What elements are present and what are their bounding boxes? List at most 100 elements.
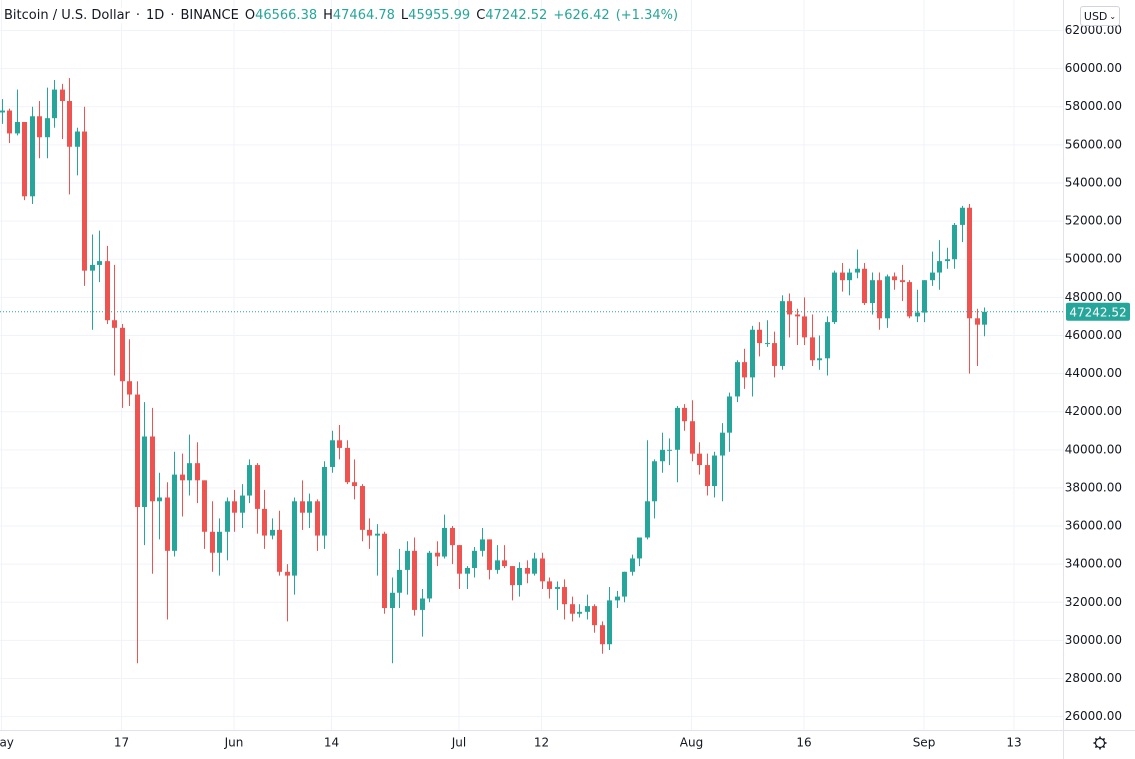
candle-body — [187, 463, 192, 481]
candle-body — [780, 301, 785, 366]
candle-body — [127, 381, 132, 395]
candle-body — [645, 501, 650, 538]
candle-body — [667, 449, 672, 451]
candle-body — [630, 558, 635, 572]
gear-tooth — [1094, 737, 1098, 741]
candle-body — [105, 261, 110, 321]
candle-body — [7, 110, 12, 134]
close-value: 47242.52 — [485, 8, 548, 23]
candle-body — [292, 501, 297, 576]
candle-body — [232, 501, 237, 513]
candle-body — [210, 531, 215, 553]
candle-body — [397, 569, 402, 593]
candle-body — [735, 362, 740, 397]
candle-body — [120, 327, 125, 382]
candle-body — [255, 465, 260, 509]
currency-button[interactable]: USD ⌄ — [1080, 6, 1120, 26]
candle-body — [765, 343, 770, 345]
candle-body — [562, 587, 567, 605]
x-tick-label: Jul — [451, 736, 466, 750]
y-tick-label: 52000.00 — [1065, 214, 1122, 228]
candle-body — [840, 272, 845, 281]
candle-body — [427, 552, 432, 599]
y-tick-label: 42000.00 — [1065, 404, 1122, 418]
candle-body — [352, 482, 357, 487]
candle-body — [510, 566, 515, 586]
candle-body — [832, 272, 837, 323]
candle-body — [457, 545, 462, 574]
candle-body — [862, 268, 867, 304]
price-axis — [1063, 0, 1135, 759]
candle-body — [375, 533, 380, 536]
candle-body — [315, 501, 320, 536]
candle-body — [720, 432, 725, 456]
candle-body — [157, 497, 162, 502]
candle-body — [90, 264, 95, 271]
change-percent: (+1.34%) — [615, 8, 679, 23]
y-tick-label: 60000.00 — [1065, 61, 1122, 75]
candle-body — [525, 567, 530, 574]
candle-body — [30, 116, 35, 197]
y-tick-label: 58000.00 — [1065, 99, 1122, 113]
candle-body — [345, 447, 350, 483]
currency: USD — [1083, 9, 1108, 23]
y-tick-label: 36000.00 — [1065, 519, 1122, 533]
candle-body — [277, 529, 282, 572]
candle-body — [555, 587, 560, 589]
candle-body — [772, 343, 777, 366]
y-tick-label: 54000.00 — [1065, 175, 1122, 189]
candle-body — [570, 604, 575, 614]
candle-body — [390, 592, 395, 609]
y-tick-label: 28000.00 — [1065, 671, 1122, 685]
open-label: O — [244, 8, 256, 23]
time-axis — [0, 730, 1135, 759]
candle-body — [285, 571, 290, 576]
low-value: 45955.99 — [408, 8, 471, 23]
candle-body — [435, 552, 440, 557]
y-tick-label: 62000.00 — [1065, 23, 1122, 37]
candle-body — [172, 474, 177, 551]
candle-body — [532, 558, 537, 574]
candle-body — [622, 571, 627, 597]
y-tick-label: 30000.00 — [1065, 633, 1122, 647]
candle-body — [802, 316, 807, 338]
candle-body — [225, 501, 230, 532]
candle-body — [577, 611, 582, 614]
candle-body — [135, 394, 140, 507]
candle-body — [600, 625, 605, 645]
candle-body — [742, 362, 747, 378]
x-tick-label: Sep — [913, 736, 936, 750]
candle-body — [892, 276, 897, 281]
candle-body — [465, 567, 470, 574]
settings-button[interactable] — [1093, 736, 1107, 750]
candle-body — [817, 358, 822, 361]
candle-body — [270, 529, 275, 536]
candle-body — [855, 268, 860, 273]
x-tick-label: Aug — [680, 736, 703, 750]
candle-body — [420, 598, 425, 610]
y-tick-label: 32000.00 — [1065, 595, 1122, 609]
candle-body — [967, 207, 972, 319]
y-tick-label: 34000.00 — [1065, 557, 1122, 571]
candle-body — [165, 497, 170, 551]
candle-body — [517, 567, 522, 586]
candle-body — [795, 314, 800, 317]
x-tick-label: May — [0, 736, 14, 750]
candle-body — [810, 337, 815, 361]
candle-body — [22, 121, 27, 197]
candle-body — [727, 396, 732, 433]
candle-body — [15, 121, 20, 134]
candle-body — [367, 529, 372, 536]
candle-body — [300, 501, 305, 513]
x-tick-label: 16 — [796, 736, 811, 750]
candle-body — [877, 280, 882, 319]
x-tick-label: 13 — [1006, 736, 1021, 750]
candle-body — [697, 453, 702, 466]
candle-body — [952, 224, 957, 260]
gear-tooth — [1102, 737, 1106, 741]
candle-body — [547, 581, 552, 589]
candle-body — [945, 259, 950, 262]
candle-body — [97, 261, 102, 265]
